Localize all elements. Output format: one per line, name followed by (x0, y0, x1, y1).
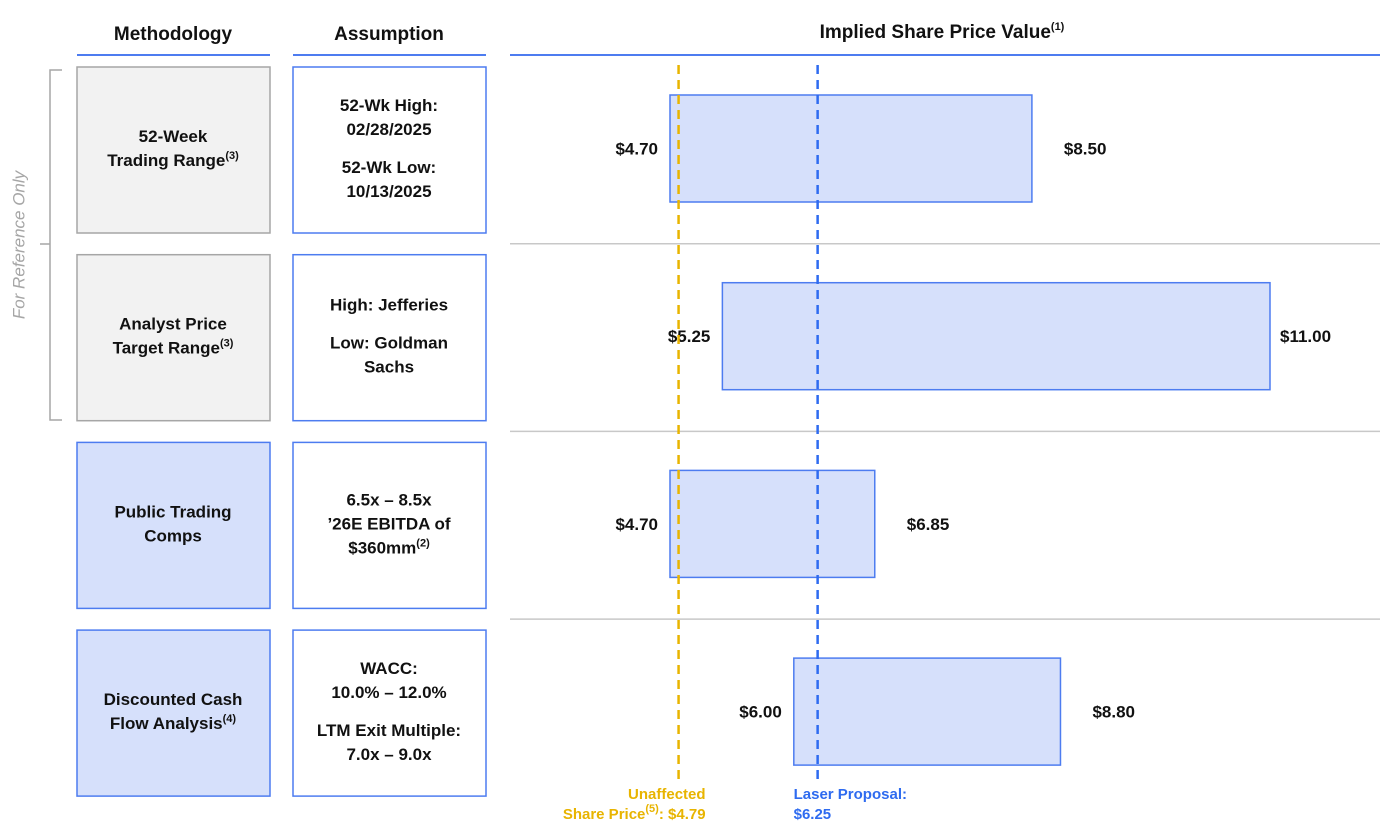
assumption-text: LTM Exit Multiple: (317, 722, 461, 741)
high-label: $6.85 (907, 515, 950, 534)
low-label: $4.70 (615, 139, 658, 158)
assumption-label: ’26E EBITDA of (327, 515, 450, 534)
method-label: 52-Week (139, 127, 208, 146)
assumption-text: 52-Wk Low: (342, 158, 436, 177)
method-label: Public Trading (114, 503, 231, 522)
high-label: $8.50 (1064, 139, 1107, 158)
header-note: (1) (1051, 21, 1065, 33)
reference-text: Unaffected (628, 786, 706, 803)
assumption-label: 6.5x – 8.5x (346, 491, 432, 510)
method-label: Comps (144, 527, 202, 546)
high-label: $11.00 (1280, 327, 1331, 346)
header: Assumption (334, 24, 444, 45)
assumption-label: 52-Wk High: (340, 96, 438, 115)
assumption-label: LTM Exit Multiple: (317, 722, 461, 741)
assumption-text: 7.0x – 9.0x (346, 746, 432, 765)
assumption-text: 10/13/2025 (346, 182, 431, 201)
reference-label: Laser Proposal: (794, 786, 907, 803)
method-text: Analyst Price (119, 315, 227, 334)
method-text: Flow Analysis (110, 715, 223, 734)
assumption-label: Sachs (364, 358, 414, 377)
assumption-label: High: Jefferies (330, 296, 448, 315)
assumption-text: High: Jefferies (330, 296, 448, 315)
method-note: (3) (220, 338, 234, 350)
header: Implied Share Price Value(1) (820, 21, 1065, 43)
low-label: $5.25 (668, 327, 711, 346)
range-bar (669, 94, 1033, 203)
reference-text: Share Price (563, 806, 646, 823)
method-box (76, 441, 271, 610)
low-label: $4.70 (615, 515, 658, 534)
method-text: Public Trading (114, 503, 231, 522)
reference-label: Unaffected (628, 786, 706, 803)
method-box (76, 253, 271, 422)
assumption-label: WACC: (360, 660, 418, 679)
range-bar (793, 657, 1062, 766)
range-bar (669, 469, 876, 579)
method-text: Comps (144, 527, 202, 546)
range-bar (721, 281, 1271, 391)
method-note: (3) (225, 150, 239, 162)
method-label: Discounted Cash (104, 691, 243, 710)
method-note: (4) (223, 713, 237, 725)
bracket-label: For Reference Only (9, 169, 28, 319)
reference-value: $4.79 (668, 806, 706, 823)
assumption-label: 10/13/2025 (346, 182, 431, 201)
assumption-text: $360mm (348, 539, 416, 558)
assumption-label: 10.0% – 12.0% (331, 684, 446, 703)
assumption-text: WACC: (360, 660, 418, 679)
reference-value: $6.25 (794, 806, 832, 823)
reference-text: Laser Proposal: (794, 786, 907, 803)
assumption-note: (2) (416, 537, 430, 549)
method-text: 52-Week (139, 127, 208, 146)
method-label: Analyst Price (119, 315, 227, 334)
assumption-box (292, 629, 487, 797)
assumption-box (292, 441, 487, 610)
reference-separator: : (659, 806, 664, 823)
header: Methodology (114, 24, 233, 45)
assumption-text: 6.5x – 8.5x (346, 491, 432, 510)
assumption-box (292, 66, 487, 234)
low-label: $6.00 (739, 703, 782, 722)
method-text: Target Range (113, 339, 220, 358)
method-label: Target Range(3) (113, 338, 234, 359)
assumption-label: 7.0x – 9.0x (346, 746, 432, 765)
method-label: Trading Range(3) (107, 150, 239, 171)
header-text: Implied Share Price Value (820, 22, 1051, 43)
method-box (76, 66, 271, 234)
assumption-text: 10.0% – 12.0% (331, 684, 446, 703)
header-text: Methodology (114, 24, 233, 45)
header-text: Assumption (334, 24, 444, 45)
method-text: Discounted Cash (104, 691, 243, 710)
method-label: Flow Analysis(4) (110, 713, 237, 734)
assumption-label: $360mm(2) (348, 537, 430, 558)
assumption-label: Low: Goldman (330, 334, 448, 353)
reference-note: (5) (645, 803, 659, 815)
assumption-text: Sachs (364, 358, 414, 377)
high-label: $8.80 (1092, 703, 1135, 722)
method-text: Trading Range (107, 151, 225, 170)
assumption-text: Low: Goldman (330, 334, 448, 353)
reference-label: Share Price(5): $4.79 (563, 803, 706, 823)
assumption-text: 52-Wk High: (340, 96, 438, 115)
assumption-label: 52-Wk Low: (342, 158, 436, 177)
assumption-text: ’26E EBITDA of (327, 515, 450, 534)
bracket (40, 69, 62, 421)
assumption-box (292, 253, 487, 422)
assumption-label: 02/28/2025 (346, 120, 431, 139)
method-box (76, 629, 271, 797)
assumption-text: 02/28/2025 (346, 120, 431, 139)
